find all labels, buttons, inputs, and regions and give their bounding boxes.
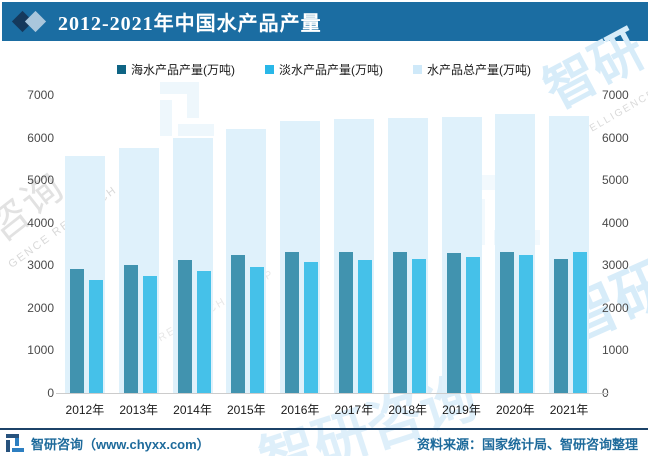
y-axis-tick-left: 2000 xyxy=(27,300,54,315)
x-axis-label-2015年: 2015年 xyxy=(226,403,266,417)
y-axis-tick-right: 5000 xyxy=(602,173,629,188)
footer-source-text: 资料来源：国家统计局、智研咨询整理 xyxy=(416,436,638,452)
x-axis-label-2012年: 2012年 xyxy=(65,403,105,417)
bar-freshwater-2021年 xyxy=(573,252,588,393)
bar-freshwater-2012年 xyxy=(88,279,103,393)
x-axis-label-2018年: 2018年 xyxy=(388,403,428,417)
x-axis-baseline xyxy=(56,393,608,394)
legend-item-0: 海水产品产量(万吨) xyxy=(117,61,235,77)
legend-label: 水产品总产量(万吨) xyxy=(427,62,531,77)
footer: 智研咨询（www.chyxx.com） 资料来源：国家统计局、智研咨询整理 xyxy=(0,430,648,456)
bar-marine-2016年 xyxy=(285,252,300,393)
legend-swatch-icon xyxy=(265,64,274,74)
legend: 海水产品产量(万吨) 淡水产品产量(万吨) 水产品总产量(万吨) xyxy=(0,61,648,77)
legend-swatch-icon xyxy=(413,64,422,74)
y-axis-tick-left: 7000 xyxy=(27,88,54,102)
bar-marine-2014年 xyxy=(177,259,192,393)
x-axis-label-2016年: 2016年 xyxy=(280,403,320,417)
bar-freshwater-2014年 xyxy=(196,271,211,393)
x-axis-label-2020年: 2020年 xyxy=(495,403,535,417)
x-axis-label-2013年: 2013年 xyxy=(119,403,159,417)
bar-marine-2015年 xyxy=(231,254,246,393)
y-axis-tick-left: 6000 xyxy=(27,130,54,145)
title-bar: 2012-2021年中国水产品产量 xyxy=(2,2,648,41)
bar-marine-2020年 xyxy=(500,251,515,393)
x-axis-label-2019年: 2019年 xyxy=(442,403,481,417)
footer-brand-text: 智研咨询（www.chyxx.com） xyxy=(31,436,210,452)
bar-freshwater-2019年 xyxy=(465,256,480,393)
y-axis-tick-right: 2000 xyxy=(602,300,629,315)
bar-marine-2013年 xyxy=(123,264,138,393)
bar-marine-2021年 xyxy=(554,258,569,393)
chyxx-logo-icon xyxy=(6,434,24,452)
y-axis-tick-left: 3000 xyxy=(27,258,54,273)
bar-freshwater-2013年 xyxy=(142,276,157,393)
footer-divider xyxy=(0,428,648,430)
bar-freshwater-2020年 xyxy=(519,255,534,393)
y-axis-tick-right: 7000 xyxy=(602,88,629,102)
legend-swatch-icon xyxy=(117,64,126,74)
y-axis-tick-right: 4000 xyxy=(602,215,629,230)
x-axis-label-2014年: 2014年 xyxy=(173,403,212,417)
bar-marine-2019年 xyxy=(446,253,461,393)
bar-marine-2018年 xyxy=(392,252,407,393)
y-axis-tick-right: 1000 xyxy=(602,343,629,358)
y-axis-tick-right: 3000 xyxy=(602,258,629,273)
bar-freshwater-2018年 xyxy=(411,258,426,393)
bar-marine-2017年 xyxy=(338,251,353,393)
y-axis-tick-left: 1000 xyxy=(27,343,54,358)
y-axis-tick-left: 5000 xyxy=(27,173,54,188)
legend-label: 海水产品产量(万吨) xyxy=(131,62,235,77)
y-axis-tick-left: 4000 xyxy=(27,215,54,230)
chart-title: 2012-2021年中国水产品产量 xyxy=(58,13,322,35)
legend-label: 淡水产品产量(万吨) xyxy=(279,62,383,77)
y-axis-tick-left: 0 xyxy=(47,386,54,400)
legend-item-1: 淡水产品产量(万吨) xyxy=(265,61,383,77)
y-axis-tick-right: 6000 xyxy=(602,130,629,145)
x-axis-label-2017年: 2017年 xyxy=(334,403,374,417)
bar-freshwater-2016年 xyxy=(304,261,319,393)
x-axis-label-2021年: 2021年 xyxy=(549,403,589,417)
bar-freshwater-2017年 xyxy=(357,260,372,393)
legend-item-2: 水产品总产量(万吨) xyxy=(413,61,531,77)
bar-marine-2012年 xyxy=(69,269,84,393)
bar-freshwater-2015年 xyxy=(250,266,265,393)
footer-brand: 智研咨询（www.chyxx.com） xyxy=(6,434,210,453)
